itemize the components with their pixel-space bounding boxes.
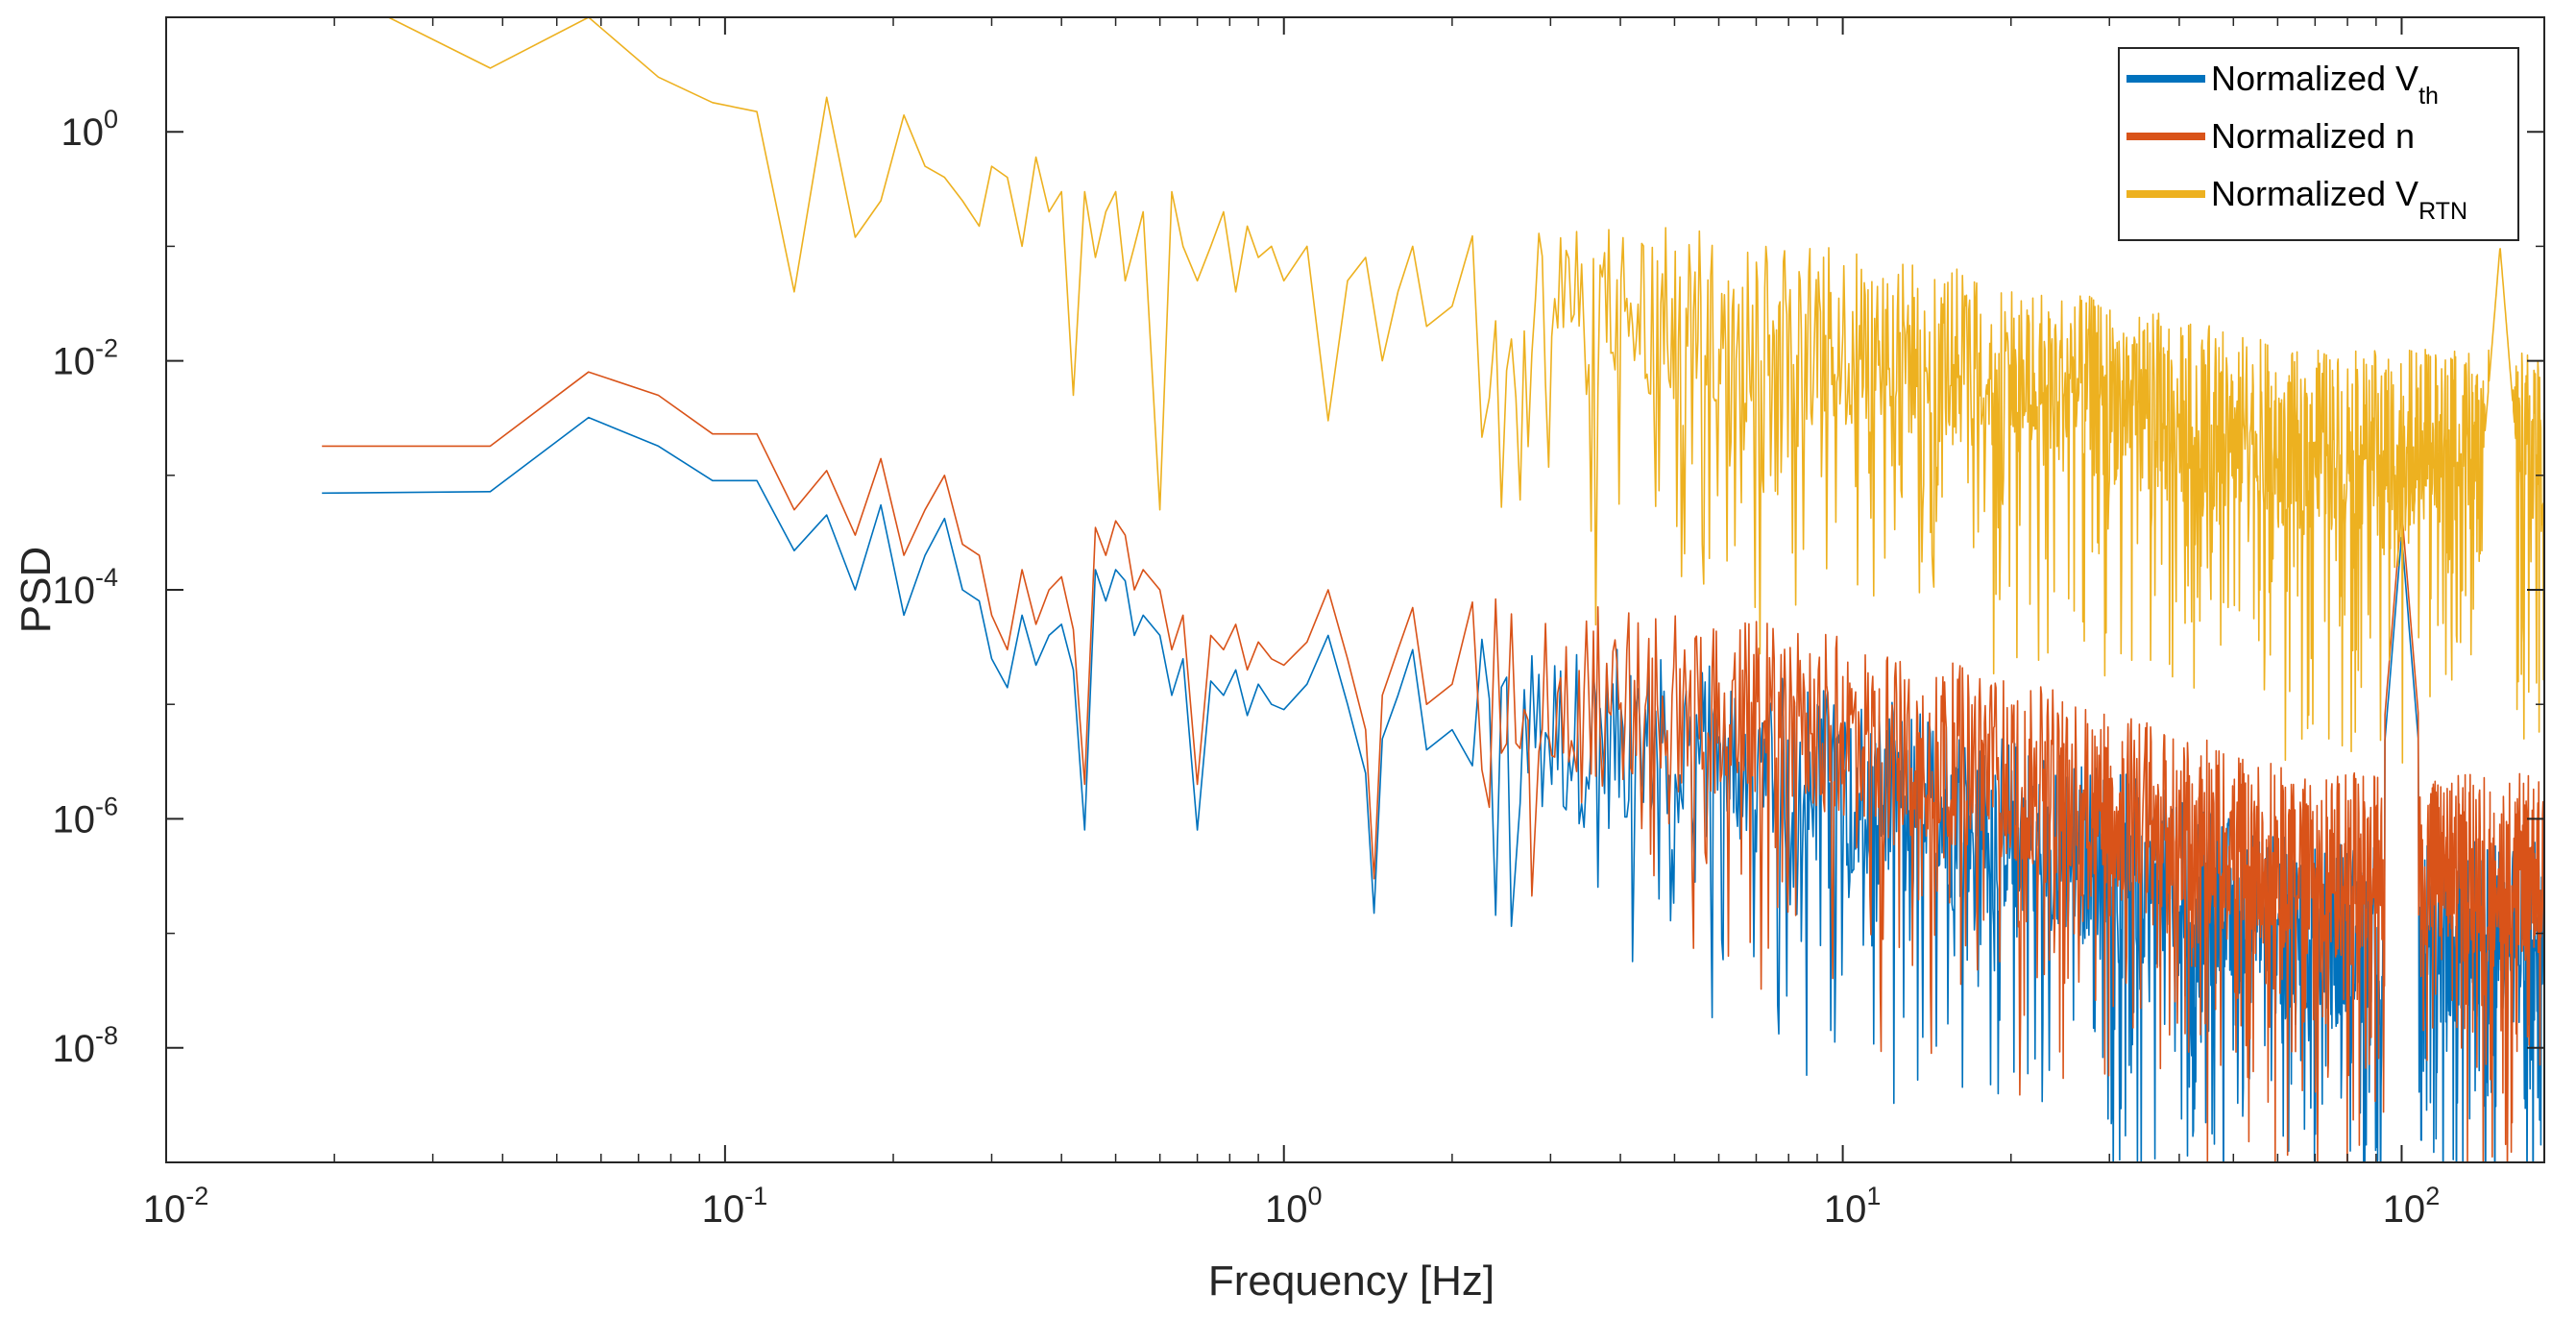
tick-base: 10 — [2383, 1188, 2426, 1231]
x-tick-label: 10-2 — [143, 1182, 209, 1231]
tick-exponent: -8 — [95, 1021, 118, 1050]
tick-exponent: -1 — [744, 1182, 767, 1210]
legend-label-subscript: th — [2418, 83, 2439, 110]
tick-exponent: -2 — [95, 334, 118, 363]
y-tick-label: 10-6 — [52, 792, 118, 841]
tick-exponent: 0 — [104, 105, 118, 134]
x-tick-label: 100 — [1265, 1182, 1323, 1231]
legend-label-subscript: RTN — [2418, 198, 2467, 225]
tick-base: 10 — [702, 1188, 745, 1231]
legend-label: Normalized n — [2211, 116, 2415, 156]
tick-base: 10 — [52, 798, 95, 841]
series-normalized-n — [322, 371, 2544, 1162]
y-tick-label: 10-2 — [52, 334, 118, 383]
legend-label: Normalized VRTN — [2211, 174, 2467, 225]
series-line — [322, 371, 2544, 1162]
tick-exponent: 1 — [1866, 1182, 1881, 1210]
tick-exponent: 0 — [1307, 1182, 1322, 1210]
series-layer — [322, 17, 2544, 1162]
tick-base: 10 — [1824, 1188, 1867, 1231]
tick-base: 10 — [1265, 1188, 1308, 1231]
tick-exponent: 2 — [2425, 1182, 2440, 1210]
legend-label: Normalized Vth — [2211, 59, 2439, 110]
y-tick-label: 10-4 — [52, 563, 118, 612]
legend-label-main: Normalized n — [2211, 116, 2415, 156]
y-tick-label: 10-8 — [52, 1021, 118, 1070]
tick-exponent: -4 — [95, 563, 118, 592]
x-tick-label: 10-1 — [702, 1182, 768, 1231]
tick-base: 10 — [143, 1188, 186, 1231]
tick-base: 10 — [52, 1028, 95, 1070]
tick-base: 10 — [52, 341, 95, 383]
series-normalized-vth — [322, 416, 2544, 1162]
series-normalized-vrtn — [386, 17, 2544, 764]
y-axis-label: PSD — [12, 547, 60, 633]
legend-label-main: Normalized V — [2211, 174, 2418, 213]
series-line — [322, 416, 2544, 1162]
y-tick-label: 100 — [61, 105, 118, 154]
tick-base: 10 — [52, 570, 95, 612]
x-axis-label: Frequency [Hz] — [1208, 1257, 1495, 1305]
legend-label-main: Normalized V — [2211, 59, 2418, 98]
tick-exponent: -2 — [185, 1182, 208, 1210]
tick-base: 10 — [61, 111, 104, 154]
x-tick-label: 102 — [2383, 1182, 2441, 1231]
series-line — [386, 17, 2544, 764]
tick-exponent: -6 — [95, 792, 118, 820]
x-tick-label: 101 — [1824, 1182, 1882, 1231]
